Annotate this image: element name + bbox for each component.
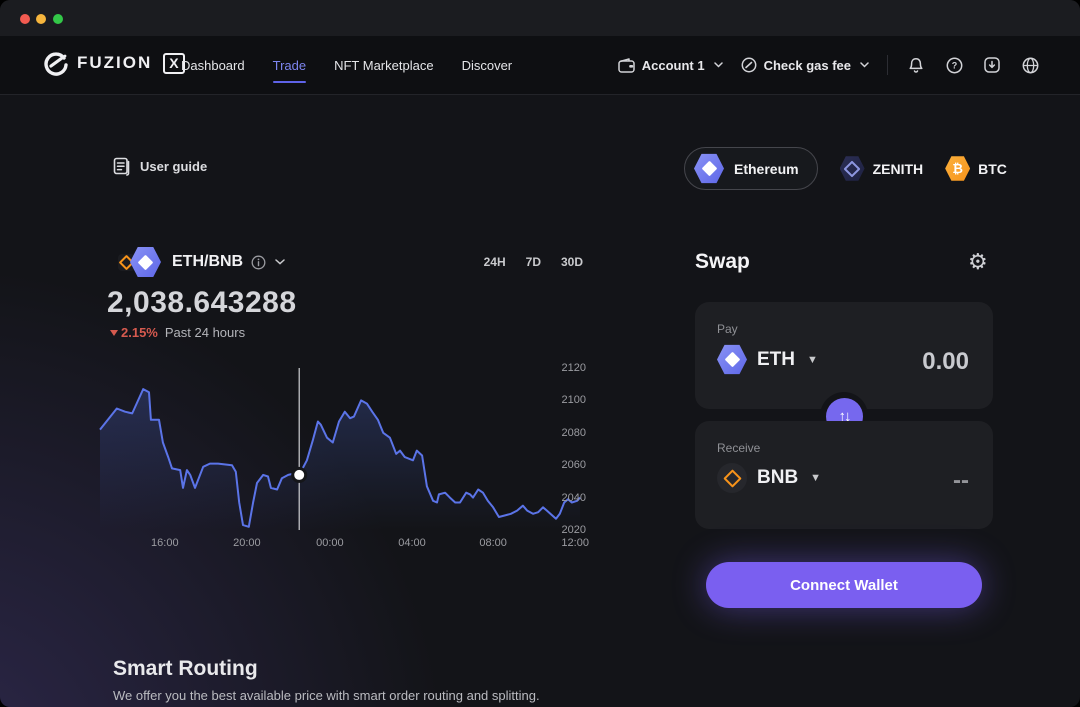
svg-text:?: ? bbox=[951, 60, 957, 70]
receive-amount-value: -- bbox=[953, 467, 969, 494]
help-icon: ? bbox=[946, 57, 962, 73]
triangle-down-icon bbox=[110, 329, 118, 336]
y-axis-tick: 2040 bbox=[561, 491, 586, 504]
chevron-down-icon bbox=[860, 62, 869, 68]
notifications-button[interactable] bbox=[906, 55, 926, 75]
language-button[interactable] bbox=[1020, 55, 1040, 75]
nav-link-discover[interactable]: Discover bbox=[461, 57, 513, 73]
chevron-down-icon bbox=[713, 62, 723, 68]
nav-link-nft-marketplace[interactable]: NFT Marketplace bbox=[334, 57, 434, 73]
navbar-right: Account 1 Check gas fee ? bbox=[617, 36, 1040, 94]
pair-icons bbox=[118, 246, 164, 278]
swap-title: Swap bbox=[695, 250, 750, 273]
nav-link-dashboard[interactable]: Dashboard bbox=[181, 57, 245, 73]
x-axis-tick: 00:00 bbox=[316, 537, 344, 549]
bnb-icon bbox=[118, 254, 135, 271]
y-axis-tick: 2020 bbox=[561, 524, 586, 536]
install-app-button[interactable] bbox=[982, 55, 1002, 75]
pay-token-label: ETH bbox=[757, 348, 795, 370]
brand-x-badge: X bbox=[163, 52, 185, 74]
zoom-window-button[interactable] bbox=[53, 14, 63, 24]
pay-label: Pay bbox=[717, 322, 738, 336]
fuzionx-logo-icon bbox=[44, 52, 68, 76]
account-selector[interactable]: Account 1 bbox=[617, 57, 723, 73]
receive-token-selector[interactable]: BNB ▼ bbox=[717, 463, 821, 493]
account-label: Account 1 bbox=[641, 57, 705, 73]
pair-price: 2,038.643288 bbox=[107, 286, 297, 319]
chevron-down-icon[interactable] bbox=[275, 259, 285, 265]
y-axis-tick: 2060 bbox=[561, 459, 586, 472]
network-label: ZENITH bbox=[872, 160, 924, 177]
close-window-button[interactable] bbox=[20, 14, 30, 24]
nav-link-trade[interactable]: Trade bbox=[272, 57, 307, 83]
x-axis-tick: 20:00 bbox=[233, 537, 261, 549]
brand-logo[interactable]: FUZION X bbox=[42, 49, 185, 77]
pay-token-selector[interactable]: ETH ▼ bbox=[717, 344, 818, 375]
pair-label: ETH/BNB bbox=[172, 253, 244, 270]
gauge-icon bbox=[741, 57, 757, 73]
price-change-period: Past 24 hours bbox=[164, 325, 246, 340]
bell-icon bbox=[909, 57, 923, 73]
network-ethereum[interactable]: Ethereum bbox=[684, 147, 818, 190]
arrows-up-down-icon: ↑↓ bbox=[838, 407, 852, 425]
gas-fee-selector[interactable]: Check gas fee bbox=[741, 57, 869, 73]
x-axis-tick: 08:00 bbox=[479, 537, 507, 549]
wallet-icon bbox=[617, 57, 635, 73]
network-btc[interactable]: ₿ BTC bbox=[945, 156, 1007, 182]
y-axis-tick: 2100 bbox=[561, 394, 586, 407]
x-axis-tick: 12:00 bbox=[561, 537, 589, 549]
gas-fee-label: Check gas fee bbox=[763, 57, 851, 73]
document-icon bbox=[113, 157, 130, 176]
x-axis-tick: 04:00 bbox=[398, 537, 426, 549]
pay-card: Pay ETH ▼ 0.00 bbox=[695, 302, 993, 409]
zenith-icon bbox=[839, 156, 865, 181]
smart-routing-description: We offer you the best available price wi… bbox=[113, 688, 540, 703]
globe-icon bbox=[1022, 57, 1038, 73]
network-selector-row: Ethereum ZENITH ₿ BTC bbox=[684, 147, 1007, 190]
titlebar bbox=[0, 0, 1080, 36]
network-label: Ethereum bbox=[734, 160, 799, 177]
info-icon[interactable] bbox=[251, 255, 266, 270]
y-axis-tick: 2080 bbox=[561, 426, 586, 439]
user-guide-label: User guide bbox=[140, 159, 208, 174]
btc-icon: ₿ bbox=[945, 156, 971, 181]
nav-links: Dashboard Trade NFT Marketplace Discover bbox=[181, 36, 512, 94]
timeframe-buttons: 24H 7D 30D bbox=[484, 255, 583, 269]
bnb-icon bbox=[717, 463, 747, 493]
eth-icon bbox=[130, 246, 161, 278]
navbar-divider bbox=[887, 55, 888, 75]
smart-routing-heading: Smart Routing bbox=[113, 657, 258, 680]
navbar: FUZION X Dashboard Trade NFT Marketplace … bbox=[0, 36, 1080, 95]
brand-name: FUZION bbox=[77, 53, 153, 72]
receive-label: Receive bbox=[717, 441, 761, 455]
minimize-window-button[interactable] bbox=[36, 14, 46, 24]
pay-amount-input[interactable]: 0.00 bbox=[922, 348, 969, 375]
price-change-row: 2.15% Past 24 hours bbox=[110, 325, 245, 340]
dropdown-triangle-icon: ▼ bbox=[810, 472, 822, 484]
price-change: 2.15% bbox=[110, 325, 158, 340]
y-axis-tick: 2120 bbox=[561, 362, 586, 374]
settings-gear-icon[interactable]: ⚙ bbox=[968, 250, 988, 275]
receive-card: Receive BNB ▼ -- bbox=[695, 421, 993, 529]
dropdown-triangle-icon: ▼ bbox=[807, 353, 818, 366]
pair-selector[interactable]: ETH/BNB bbox=[118, 246, 285, 278]
x-axis-tick: 16:00 bbox=[151, 537, 179, 549]
user-guide-link[interactable]: User guide bbox=[113, 157, 207, 176]
timeframe-7d[interactable]: 7D bbox=[525, 255, 541, 269]
network-zenith[interactable]: ZENITH bbox=[839, 156, 924, 182]
help-button[interactable]: ? bbox=[944, 55, 964, 75]
price-chart[interactable] bbox=[99, 368, 581, 530]
ethereum-icon bbox=[694, 153, 724, 184]
eth-icon bbox=[717, 344, 747, 375]
connect-wallet-button[interactable]: Connect Wallet bbox=[706, 562, 982, 608]
receive-token-label: BNB bbox=[757, 467, 799, 488]
timeframe-30d[interactable]: 30D bbox=[560, 255, 583, 269]
download-icon bbox=[984, 57, 1000, 73]
network-label: BTC bbox=[978, 160, 1007, 177]
timeframe-24h[interactable]: 24H bbox=[483, 255, 506, 269]
